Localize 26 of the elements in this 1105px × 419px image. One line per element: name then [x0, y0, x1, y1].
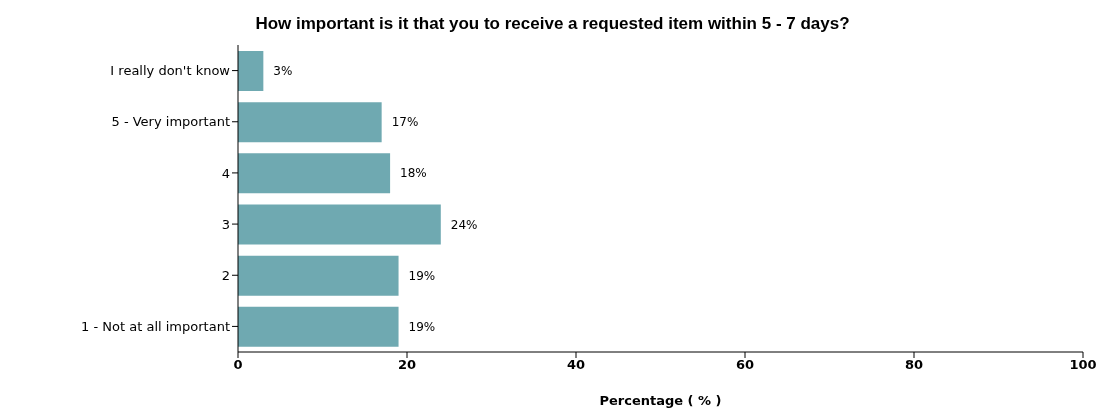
data-label: 17%: [391, 115, 419, 130]
data-label: 3%: [273, 64, 293, 78]
y-tick-label: 1 - Not at all important: [81, 319, 230, 335]
bar: [238, 204, 441, 245]
data-label: 18%: [400, 166, 427, 181]
bar: [238, 153, 391, 194]
x-tick-label: 100: [1069, 357, 1097, 373]
y-tick-label: I really don't know: [110, 63, 231, 79]
x-tick-label: 20: [397, 357, 417, 373]
data-label: 24%: [450, 217, 478, 232]
x-tick-label: 60: [735, 357, 755, 373]
x-tick-label: 40: [566, 357, 586, 373]
y-tick-label: 5 - Very important: [111, 114, 230, 130]
y-tick-label: 3: [221, 216, 230, 232]
x-tick-label: 0: [233, 357, 243, 373]
y-tick-label: 2: [221, 267, 230, 283]
bar: [238, 306, 399, 347]
x-tick-label: 80: [904, 357, 924, 373]
chart-title: How important is it that you to receive a requested item within 5 - 7 days?: [254, 14, 851, 34]
data-label: 19%: [408, 268, 436, 283]
x-axis-title: Percentage ( % ): [599, 393, 722, 408]
data-label: 19%: [408, 319, 436, 334]
bar: [238, 51, 264, 91]
y-tick-label: 4: [221, 165, 230, 181]
bar: [238, 102, 382, 143]
bar: [238, 255, 399, 296]
